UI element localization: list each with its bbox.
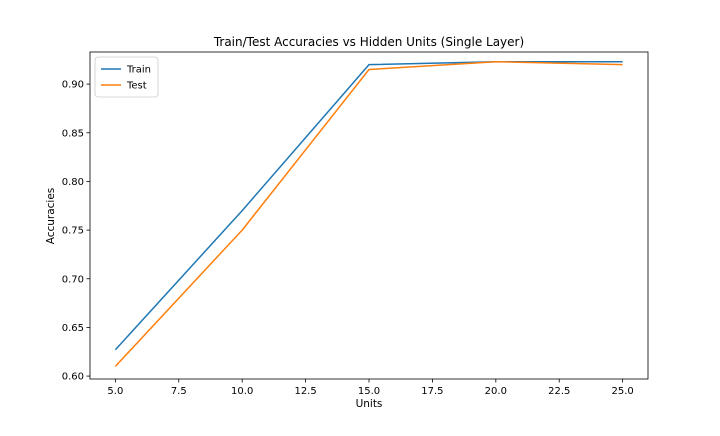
axes-frame [89, 51, 649, 380]
y-tick-label: 0.70 [62, 274, 84, 285]
x-tick-label: 17.5 [421, 386, 443, 397]
y-axis-label: Accuracies [45, 188, 57, 245]
axis-ticks: 5.0 7.5 10.0 12.5 15.0 17.5 20.0 22.5 25.0 0.60 0.… [62, 80, 634, 397]
legend-label-train: Train [126, 65, 151, 76]
x-tick-label: 12.5 [294, 386, 316, 397]
y-tick-label: 0.80 [62, 177, 84, 188]
y-tick-label: 0.65 [62, 323, 84, 334]
y-tick-label: 0.85 [62, 128, 84, 139]
x-tick-label: 10.0 [231, 386, 253, 397]
chart-title: Train/Test Accuracies vs Hidden Units (S… [213, 35, 524, 49]
series-line-test [114, 60, 623, 367]
x-tick-label: 22.5 [548, 386, 570, 397]
series-line-train [114, 60, 623, 351]
x-tick-label: 5.0 [107, 386, 123, 397]
plot-area [114, 60, 623, 367]
x-tick-label: 20.0 [485, 386, 507, 397]
y-tick-label: 0.75 [62, 226, 84, 237]
x-tick-label: 25.0 [612, 386, 634, 397]
x-tick-label: 7.5 [171, 386, 187, 397]
x-tick-label: 15.0 [358, 386, 380, 397]
y-tick-label: 0.60 [62, 372, 84, 383]
legend-box [94, 56, 159, 98]
x-axis-label: Units [356, 398, 383, 410]
legend: Train Test [94, 56, 159, 98]
y-tick-label: 0.90 [62, 80, 84, 91]
legend-label-test: Test [126, 81, 147, 92]
